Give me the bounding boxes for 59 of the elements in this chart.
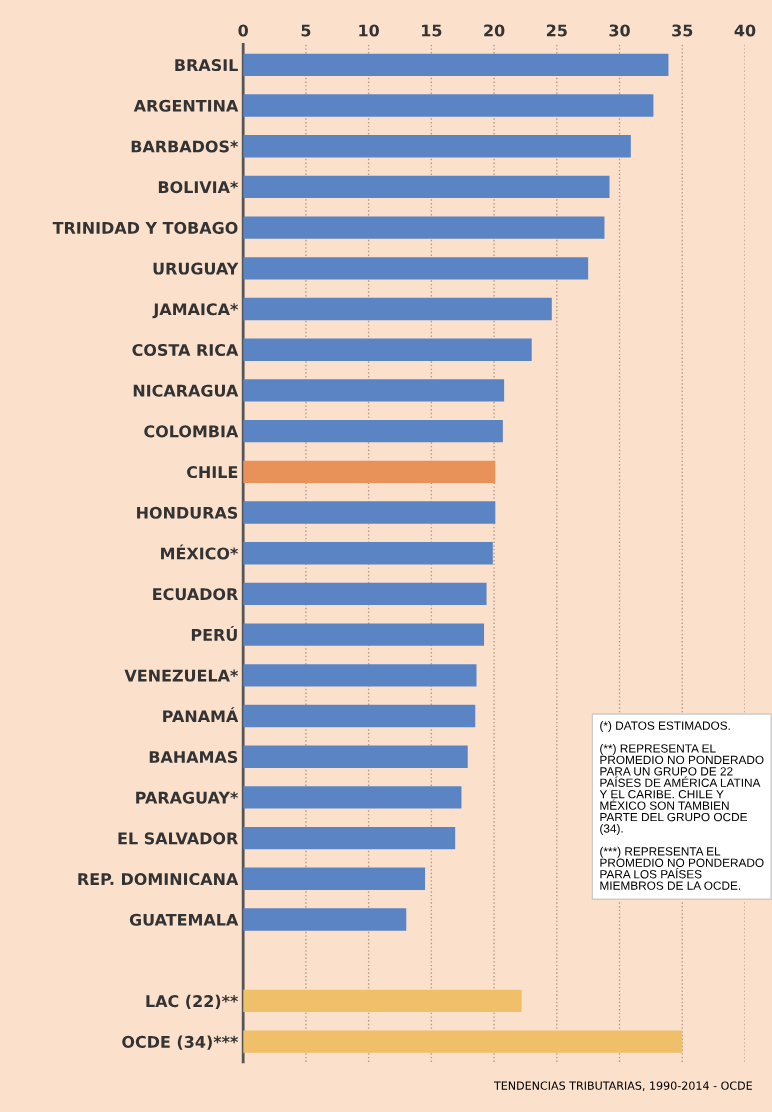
- bar: [243, 1030, 683, 1053]
- bar: [243, 704, 476, 728]
- x-tick-label: 0: [238, 24, 248, 37]
- bar: [243, 664, 477, 687]
- y-tick-label: BOLIVIA*: [158, 181, 238, 194]
- bar: [243, 826, 456, 850]
- y-tick-label: CHILE: [187, 466, 238, 479]
- y-tick-label: REP. DOMINICANA: [78, 873, 239, 886]
- bar: [243, 908, 407, 931]
- bar: [243, 867, 426, 891]
- y-tick-label: BAHAMAS: [149, 750, 238, 764]
- x-tick-label: 40: [734, 24, 756, 37]
- y-tick-label: ARGENTINA: [133, 99, 239, 112]
- bar: [243, 501, 496, 524]
- bar: [243, 135, 631, 158]
- y-tick-label: MÉXICO*: [161, 544, 238, 560]
- y-tick-label: JAMAICA*: [152, 303, 238, 319]
- bar: [243, 542, 493, 565]
- y-tick-label: ECUADOR: [153, 588, 238, 601]
- bar: [243, 257, 589, 280]
- bar: [243, 460, 496, 484]
- text: (*) DATOS ESTIMADOS. (**) REPRESENTA EL PROMEDIO NO PONDERADO PARA UN GRUPO DE 22 PAÍSES DE AMÉRICA LATINA Y EL CARIBE. CHILE Y MÉXICO SON TAMBIEN PARTE DEL GRUPO OCDE (34). (***) REPRESENTA EL PROMEDIO NO PONDERADO PARA LOS PAÍSES MIEMBROS DE LA OCDE.: [599, 721, 764, 890]
- y-tick-label: BRASIL: [175, 59, 238, 72]
- y-tick-label: PERÚ: [191, 625, 237, 641]
- bar: [243, 419, 503, 443]
- y-tick-label: OCDE (34)***: [122, 1035, 238, 1050]
- y-tick-label: PARAGUAY*: [136, 791, 238, 804]
- y-tick-label: HONDURAS: [137, 506, 238, 519]
- bar: [243, 216, 605, 239]
- y-tick-label: PANAMÁ: [163, 707, 239, 723]
- bar: [243, 582, 487, 606]
- y-tick-label: LAC (22)**: [146, 994, 238, 1010]
- y-tick-label: EL SALVADOR: [118, 832, 238, 845]
- bar: [243, 297, 552, 321]
- y-tick-label: NICARAGUA: [133, 384, 239, 397]
- x-tick-label: 30: [609, 24, 630, 37]
- bar: [243, 989, 522, 1013]
- bar: [243, 623, 485, 646]
- x-tick-label: 35: [672, 24, 693, 37]
- y-tick-label: COLOMBIA: [144, 425, 239, 438]
- x-tick-label: 20: [484, 24, 505, 37]
- bar: [243, 175, 610, 199]
- text: TENDENCIAS TRIBUTARIAS, 1990-2014 - OCDE: [493, 1081, 752, 1091]
- x-tick-label: 15: [422, 24, 442, 37]
- y-tick-label: VENEZUELA*: [124, 669, 238, 682]
- bar: [243, 53, 669, 77]
- y-tick-label: TRINIDAD Y TOBAGO: [52, 221, 238, 234]
- x-tick-label: 25: [546, 24, 567, 37]
- y-tick-label: URUGUAY: [153, 262, 239, 275]
- bar: [243, 379, 505, 402]
- y-tick-label: GUATEMALA: [129, 913, 239, 926]
- y-tick-label: BARBADOS*: [131, 140, 238, 153]
- x-tick-label: 5: [301, 24, 311, 37]
- y-tick-label: COSTA RICA: [132, 343, 239, 357]
- x-tick-label: 10: [359, 24, 379, 37]
- bar: [243, 94, 654, 117]
- bar: [243, 338, 532, 361]
- bar: [243, 786, 462, 809]
- bar: [243, 745, 468, 768]
